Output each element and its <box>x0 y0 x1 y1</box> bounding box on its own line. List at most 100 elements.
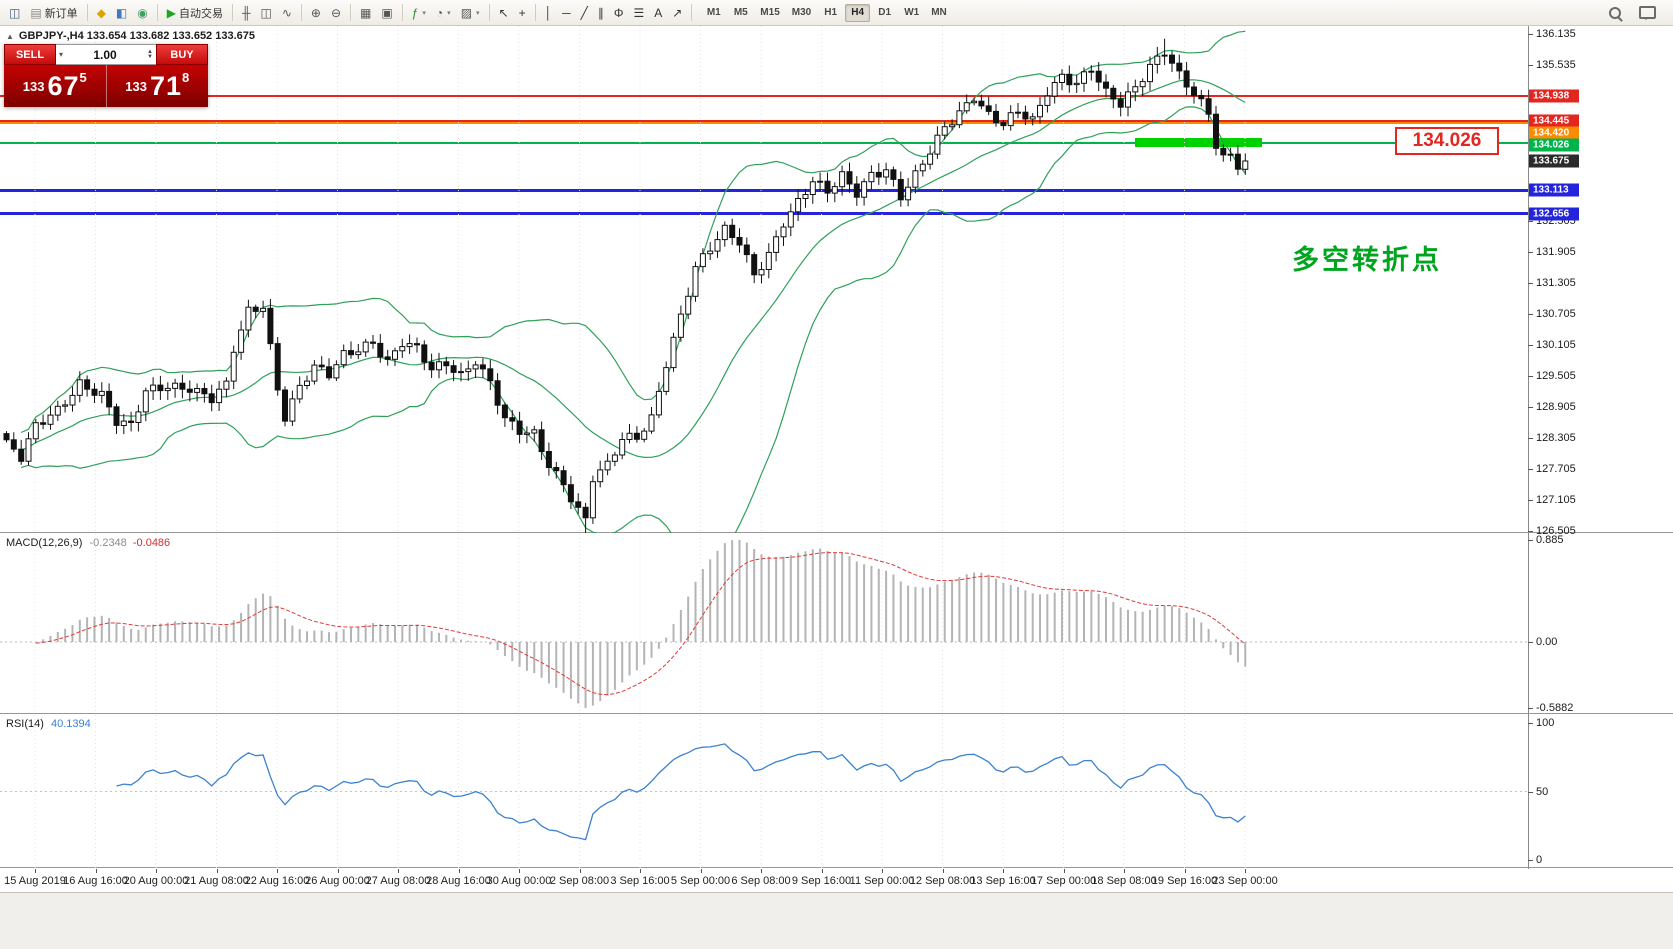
sell-button[interactable]: SELL <box>4 44 56 65</box>
objects-levels-button[interactable]: ☰ <box>628 3 649 23</box>
candlestick-chart-canvas[interactable] <box>0 26 1528 533</box>
macd-panel[interactable]: MACD(12,26,9) -0.2348 -0.0486 <box>0 534 1673 714</box>
candle-body <box>905 186 912 201</box>
timeframe-h1[interactable]: H1 <box>818 4 843 22</box>
candle-body <box>113 406 120 426</box>
line-chart-button[interactable]: ∿ <box>277 3 297 23</box>
volume-spin-buttons[interactable]: ▲ ▼ <box>144 48 156 60</box>
candlestick-chart-button[interactable]: ◫ <box>256 3 277 23</box>
candle-body <box>216 388 223 404</box>
timeframe-m15[interactable]: M15 <box>755 4 784 22</box>
new-order-button[interactable]: ▤ 新订单 <box>25 3 82 23</box>
market-watch-button[interactable]: ◧ <box>111 3 132 23</box>
volume-input[interactable] <box>66 46 145 63</box>
timeframe-m5[interactable]: M5 <box>728 4 753 22</box>
time-axis[interactable]: 15 Aug 2019 16 Aug 16:00 20 Aug 00:00 21 Au… <box>0 869 1673 892</box>
main-chart-panel[interactable]: ▲ GBPJPY-,H4 133.654 133.682 133.652 133… <box>0 26 1673 533</box>
candle-body <box>597 469 604 483</box>
timeframe-h4[interactable]: H4 <box>845 3 871 22</box>
vertical-line-button[interactable]: │ <box>540 3 558 23</box>
candle-body <box>355 351 362 356</box>
highlight-segment[interactable] <box>1135 138 1262 148</box>
candle-body <box>1015 111 1021 114</box>
zoom-out-button[interactable]: ⊖ <box>326 3 346 23</box>
periods-icon: ◔ <box>435 5 444 20</box>
candle-body <box>1227 153 1234 156</box>
search-button[interactable] <box>1604 3 1626 23</box>
annotation-text[interactable]: 多空转折点 <box>1292 245 1442 275</box>
candle-body <box>1161 54 1168 57</box>
candle-body <box>172 382 179 389</box>
symbol-info: ▲ GBPJPY-,H4 133.654 133.682 133.652 133… <box>6 30 255 42</box>
trendline-button[interactable]: ╱ <box>576 3 593 23</box>
periods-button[interactable]: ◔ ▾ <box>431 3 456 23</box>
candle-body <box>458 371 464 374</box>
profiles-button[interactable]: ◆ <box>92 3 111 23</box>
rsi-panel[interactable]: RSI(14) 40.1394 <box>0 715 1673 868</box>
indicators-button[interactable]: ƒ ▾ <box>407 3 431 23</box>
sell-price-button[interactable]: 133 67 5 <box>4 65 106 107</box>
navigator-button[interactable]: ◉ <box>132 3 152 23</box>
candle-body <box>824 180 831 194</box>
cursor-button[interactable]: ↖ <box>494 3 514 23</box>
volume-dropdown-icon[interactable]: ▾ <box>59 50 64 59</box>
horizontal-line-button[interactable]: ─ <box>557 3 576 23</box>
level-line-134.42[interactable] <box>0 121 1528 124</box>
timeframe-m1[interactable]: M1 <box>701 4 726 22</box>
zoom-in-button[interactable]: ⊕ <box>306 3 326 23</box>
candle-body <box>1125 91 1131 108</box>
charts-button[interactable]: ◫ <box>4 3 25 23</box>
bid-fraction: 5 <box>79 70 87 85</box>
fibonacci-button[interactable]: Φ <box>609 3 629 23</box>
arrows-button[interactable]: ↗ <box>667 3 687 23</box>
volume-stepper[interactable]: ▾ ▲▼ <box>56 44 156 65</box>
volume-down-icon[interactable]: ▼ <box>147 53 153 60</box>
candle-body <box>787 211 794 228</box>
candle-body <box>479 364 486 370</box>
candle-body <box>692 266 699 297</box>
candle-body <box>1234 153 1241 170</box>
chevron-down-icon: ▾ <box>447 9 451 17</box>
candle-body <box>318 364 325 368</box>
timeframe-m30[interactable]: M30 <box>787 4 816 22</box>
collapse-panel-icon[interactable]: ▲ <box>6 31 14 41</box>
timeframe-w1[interactable]: W1 <box>899 4 924 22</box>
level-line-134.026[interactable] <box>0 141 1528 144</box>
chat-button[interactable] <box>1634 3 1661 23</box>
indicators-icon: ƒ <box>411 5 419 20</box>
candle-body <box>1000 122 1007 127</box>
time-axis-label: 23 Sep 00:00 <box>1212 875 1278 887</box>
timeframe-mn[interactable]: MN <box>926 4 952 22</box>
toolbar-separator <box>401 4 403 21</box>
rsi-line <box>116 743 1246 841</box>
timeframe-d1[interactable]: D1 <box>872 4 897 22</box>
candle-body <box>707 250 714 255</box>
price-callout[interactable]: 134.026 <box>1395 127 1499 155</box>
volume-up-icon[interactable]: ▲ <box>147 48 153 55</box>
candle-body <box>340 350 347 366</box>
text-button[interactable]: A <box>649 3 667 23</box>
crosshair-button[interactable]: + <box>514 3 531 23</box>
templates-button[interactable]: ▨ ▾ <box>456 3 485 23</box>
buy-price-button[interactable]: 133 71 8 <box>107 65 209 107</box>
grid-button[interactable]: ▦ <box>355 3 376 23</box>
level-line-134.938[interactable] <box>0 94 1528 97</box>
candle-body <box>721 224 728 241</box>
bar-chart-button[interactable]: ╫ <box>237 3 256 23</box>
candle-body <box>919 163 926 172</box>
channel-icon: ∥ <box>597 5 604 20</box>
candle-body <box>765 251 772 270</box>
rsi-value: 40.1394 <box>50 718 91 730</box>
candle-body <box>1132 86 1139 93</box>
level-line-134.445[interactable] <box>0 120 1528 123</box>
level-line-133.113[interactable] <box>0 188 1528 192</box>
candle-body <box>494 380 501 406</box>
rsi-name: RSI(14) <box>6 718 44 730</box>
toolbar-separator <box>350 4 352 21</box>
tile-windows-button[interactable]: ▣ <box>376 3 397 23</box>
level-line-132.656[interactable] <box>0 212 1528 215</box>
chevron-down-icon: ▾ <box>422 9 426 17</box>
autotrading-button[interactable]: ▶ 自动交易 <box>162 3 228 23</box>
buy-button[interactable]: BUY <box>156 44 208 65</box>
channel-button[interactable]: ∥ <box>593 3 609 23</box>
